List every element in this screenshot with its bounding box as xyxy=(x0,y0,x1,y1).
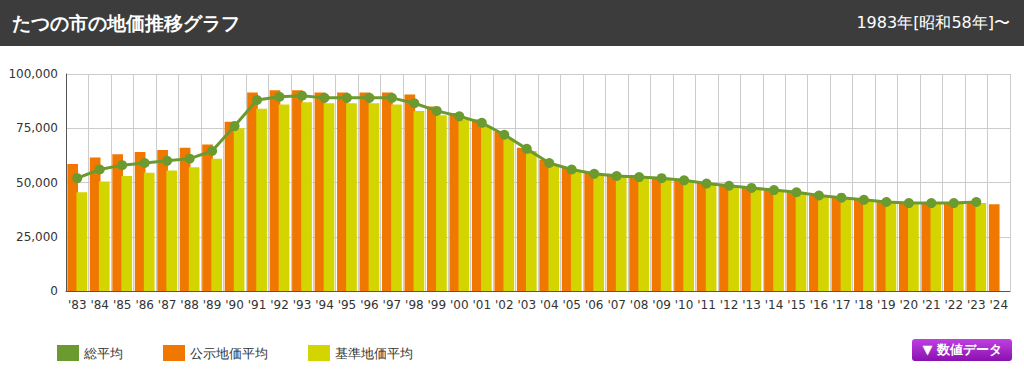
svg-text:'95: '95 xyxy=(338,298,357,312)
svg-text:'06: '06 xyxy=(585,298,604,312)
svg-text:'04: '04 xyxy=(540,298,559,312)
svg-text:'23: '23 xyxy=(967,298,986,312)
svg-text:'17: '17 xyxy=(832,298,851,312)
svg-text:'99: '99 xyxy=(428,298,447,312)
svg-text:50,000: 50,000 xyxy=(16,176,58,190)
svg-text:100,000: 100,000 xyxy=(8,67,58,81)
svg-text:'97: '97 xyxy=(383,298,402,312)
svg-text:'21: '21 xyxy=(922,298,941,312)
svg-text:'96: '96 xyxy=(360,298,379,312)
svg-text:'07: '07 xyxy=(607,298,626,312)
svg-text:'93: '93 xyxy=(293,298,312,312)
svg-text:'05: '05 xyxy=(562,298,581,312)
svg-text:'87: '87 xyxy=(158,298,177,312)
svg-text:'14: '14 xyxy=(765,298,784,312)
svg-text:公示地価平均: 公示地価平均 xyxy=(190,346,268,361)
svg-text:'20: '20 xyxy=(900,298,919,312)
svg-text:25,000: 25,000 xyxy=(16,230,58,244)
svg-text:'08: '08 xyxy=(630,298,649,312)
svg-text:'10: '10 xyxy=(675,298,694,312)
html-text:たつの市の地価推移グラフ: たつの市の地価推移グラフ xyxy=(12,12,240,34)
svg-text:'90: '90 xyxy=(225,298,244,312)
svg-text:'00: '00 xyxy=(450,298,469,312)
svg-text:0: 0 xyxy=(50,284,58,298)
svg-text:'88: '88 xyxy=(180,298,199,312)
svg-text:'98: '98 xyxy=(405,298,424,312)
svg-text:'83: '83 xyxy=(68,298,87,312)
svg-text:'19: '19 xyxy=(877,298,896,312)
svg-text:75,000: 75,000 xyxy=(16,121,58,135)
svg-text:'16: '16 xyxy=(810,298,829,312)
svg-text:基準地価平均: 基準地価平均 xyxy=(335,346,413,361)
svg-text:'92: '92 xyxy=(270,298,289,312)
svg-text:'85: '85 xyxy=(113,298,132,312)
svg-text:'18: '18 xyxy=(855,298,874,312)
svg-text:'84: '84 xyxy=(90,298,109,312)
svg-text:'13: '13 xyxy=(742,298,761,312)
html-text:▼ 数値データ: ▼ 数値データ xyxy=(922,342,1002,357)
svg-text:総平均: 総平均 xyxy=(83,346,123,361)
svg-text:'22: '22 xyxy=(945,298,964,312)
svg-text:'24: '24 xyxy=(989,298,1008,312)
svg-text:'12: '12 xyxy=(720,298,739,312)
svg-text:'01: '01 xyxy=(473,298,492,312)
svg-text:'02: '02 xyxy=(495,298,514,312)
svg-text:'15: '15 xyxy=(787,298,806,312)
html-text:1983年[昭和58年]〜: 1983年[昭和58年]〜 xyxy=(856,13,1010,32)
svg-text:'86: '86 xyxy=(135,298,154,312)
svg-text:'94: '94 xyxy=(315,298,334,312)
svg-text:'09: '09 xyxy=(652,298,671,312)
svg-text:'91: '91 xyxy=(248,298,267,312)
svg-text:'11: '11 xyxy=(697,298,716,312)
svg-text:'03: '03 xyxy=(517,298,536,312)
svg-text:'89: '89 xyxy=(203,298,222,312)
